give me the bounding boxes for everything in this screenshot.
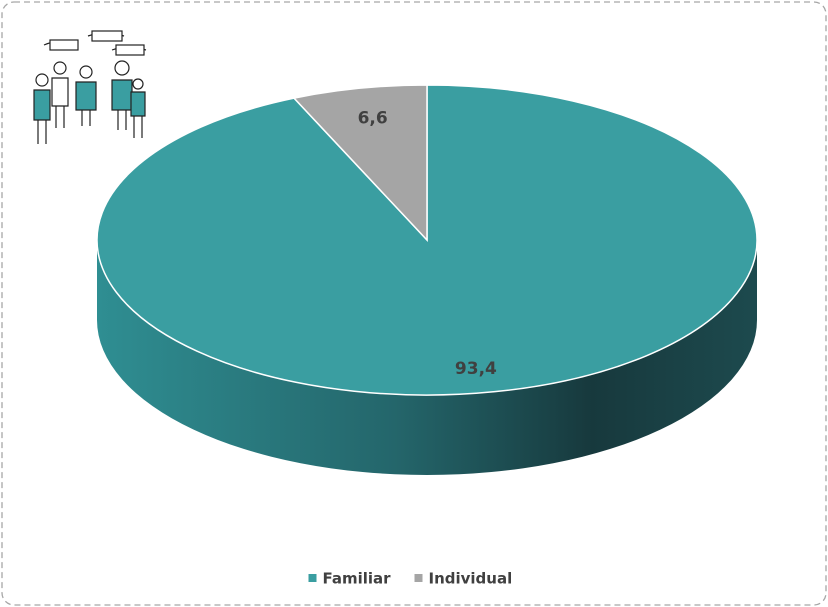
data-label: 93,4	[455, 359, 497, 379]
illustration	[33, 30, 147, 144]
slice-side	[97, 240, 757, 475]
legend-swatch	[308, 574, 317, 582]
slice	[292, 84, 428, 242]
slice	[96, 84, 758, 396]
data-label: 6,6	[358, 109, 388, 129]
legend-swatch	[414, 574, 423, 582]
legend-label: Familiar	[323, 570, 392, 588]
legend-label: Individual	[429, 570, 513, 588]
